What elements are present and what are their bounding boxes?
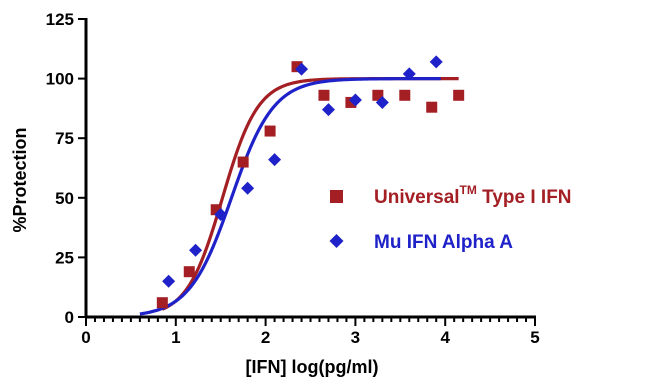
data-point-square xyxy=(372,89,384,101)
y-tick-label: 125 xyxy=(46,10,74,29)
data-point-diamond xyxy=(295,62,309,76)
y-tick-label: 100 xyxy=(46,70,74,89)
data-point-square xyxy=(237,156,249,168)
data-point-diamond xyxy=(348,93,362,107)
data-point-diamond xyxy=(268,153,282,167)
x-tick-label: 1 xyxy=(171,328,180,347)
data-point-diamond xyxy=(214,207,228,221)
data-point-square xyxy=(426,101,438,113)
data-point-square xyxy=(399,89,411,101)
data-point-square xyxy=(345,96,357,108)
data-point-square xyxy=(318,89,330,101)
data-point-diamond xyxy=(429,55,443,69)
legend-item-universal-type-i-ifn: UniversalTM Type I IFN xyxy=(330,183,572,208)
data-point-diamond xyxy=(189,243,203,257)
legend-label-superscript: TM xyxy=(460,183,477,197)
y-tick-label: 50 xyxy=(55,189,74,208)
data-point-diamond xyxy=(375,95,389,109)
data-point-square xyxy=(264,125,276,137)
legend-label-main: Universal xyxy=(374,187,460,208)
legend-diamond-marker xyxy=(329,234,344,248)
y-tick-label: 75 xyxy=(55,129,74,148)
data-point-diamond xyxy=(402,67,416,81)
data-point-diamond xyxy=(241,181,255,195)
data-point-square xyxy=(156,297,168,309)
legend-label-mu-ifn-alpha-a: Mu IFN Alpha A xyxy=(374,232,513,253)
data-points xyxy=(156,55,465,309)
data-point-square xyxy=(210,204,222,216)
data-point-diamond xyxy=(321,103,335,117)
data-point-diamond xyxy=(162,274,176,288)
y-axis: 0 25 50 75 100 125 xyxy=(46,10,88,327)
y-tick-label: 0 xyxy=(65,308,74,327)
x-tick-label: 3 xyxy=(351,328,360,347)
y-tick-label: 25 xyxy=(55,248,74,267)
fit-curve-1 xyxy=(139,77,441,316)
x-axis: 0 1 2 3 4 5 xyxy=(81,315,540,347)
data-point-square xyxy=(453,89,465,101)
legend: UniversalTM Type I IFN Mu IFN Alpha A xyxy=(329,183,572,253)
x-tick-label: 5 xyxy=(530,328,539,347)
x-axis-title: [IFN] log(pg/ml) xyxy=(246,357,379,377)
legend-item-mu-ifn-alpha-a: Mu IFN Alpha A xyxy=(329,232,513,253)
data-point-square xyxy=(291,61,303,73)
x-tick-label: 2 xyxy=(261,328,270,347)
legend-label-rest: Type I IFN xyxy=(477,187,572,208)
x-tick-label: 0 xyxy=(81,328,90,347)
y-axis-title: %Protection xyxy=(10,127,30,232)
legend-square-marker xyxy=(330,190,343,203)
data-point-square xyxy=(183,266,195,278)
x-tick-label: 4 xyxy=(440,328,450,347)
legend-label-universal-type-i-ifn: UniversalTM Type I IFN xyxy=(374,183,572,208)
